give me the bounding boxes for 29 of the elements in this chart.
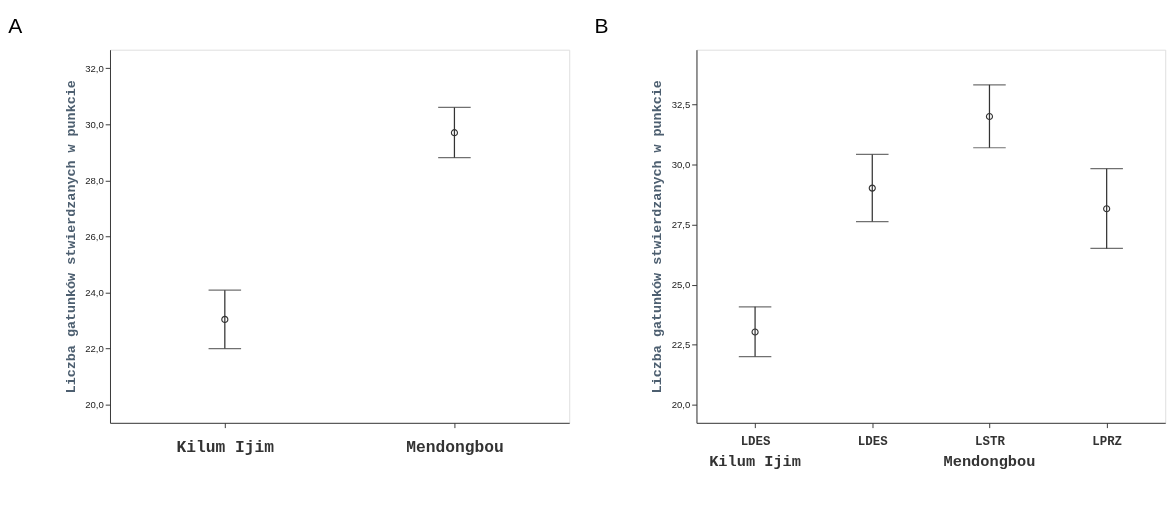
y-tick-label: 32,5	[671, 98, 691, 110]
text: Mendongbou	[943, 452, 1036, 471]
chart-title: A	[8, 14, 23, 38]
x-tick-label: LDES	[740, 435, 771, 450]
y-tick-label: 22,5	[671, 339, 691, 351]
y-tick-label: 27,5	[671, 218, 691, 230]
y-tick-label: 28,0	[85, 174, 104, 186]
text: Kilum Ijim	[709, 452, 801, 471]
y-tick-label: 25,0	[671, 279, 691, 291]
y-tick-label: 20,0	[671, 399, 691, 411]
y-tick-label: 22,0	[85, 342, 104, 354]
y-axis-title: Liczba gatunków stwierdzanych w punkcie	[650, 80, 666, 394]
y-axis-title: Liczba gatunków stwierdzanych w punkcie	[63, 80, 79, 394]
point	[1103, 205, 1111, 213]
y-tick-label: 24,0	[85, 286, 104, 298]
y-tick-label: 30,0	[671, 158, 691, 170]
y-tick-label: 32,0	[85, 62, 104, 74]
y-tick-label: 30,0	[85, 118, 104, 130]
point	[751, 328, 759, 336]
y-tick-label: 20,0	[85, 398, 104, 410]
point	[985, 112, 994, 121]
x-tick-label: LSTR	[975, 435, 1006, 450]
y-tick-label: 26,0	[85, 230, 104, 242]
x-tick-label: Mendongbou	[406, 438, 504, 458]
x-tick-label: LDES	[857, 435, 889, 450]
chart-title: B	[594, 14, 609, 38]
x-tick-label: LPRZ	[1092, 435, 1123, 450]
point	[868, 184, 876, 192]
x-tick-label: Kilum Ijim	[176, 438, 275, 458]
